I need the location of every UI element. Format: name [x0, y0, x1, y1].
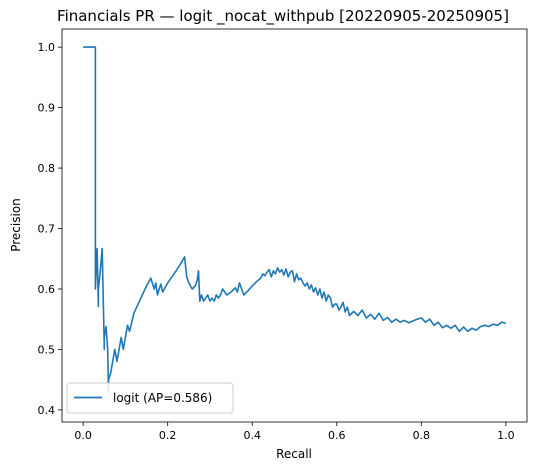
x-tick-label: 0.0	[74, 429, 92, 442]
y-tick-label: 0.8	[38, 162, 56, 175]
x-tick-label: 1.0	[497, 429, 515, 442]
x-tick-label: 0.2	[159, 429, 177, 442]
plot-area	[61, 28, 528, 423]
x-tick-label: 0.4	[243, 429, 261, 442]
y-tick-label: 0.4	[38, 404, 56, 417]
y-axis: 0.4 0.5 0.6 0.7 0.8 0.9 1.0	[38, 41, 62, 417]
y-axis-label: Precision	[9, 198, 23, 252]
y-tick-label: 1.0	[38, 41, 56, 54]
x-axis-label: Recall	[276, 447, 312, 461]
legend-box	[66, 382, 234, 414]
y-tick-label: 0.7	[38, 223, 56, 236]
y-tick-label: 0.9	[38, 102, 56, 115]
axes-frame	[61, 28, 528, 423]
series-layer	[83, 46, 507, 394]
x-axis: 0.0 0.2 0.4 0.6 0.8 1.0	[74, 422, 515, 442]
x-tick-label: 0.8	[413, 429, 431, 442]
pr-curve-line	[83, 46, 507, 394]
x-tick-label: 0.6	[328, 429, 346, 442]
y-tick-label: 0.6	[38, 283, 56, 296]
chart-title: Financials PR — logit _nocat_withpub [20…	[57, 7, 509, 26]
y-tick-label: 0.5	[38, 343, 56, 356]
legend: logit (AP=0.586)	[66, 382, 234, 414]
legend-label: logit (AP=0.586)	[113, 391, 212, 405]
